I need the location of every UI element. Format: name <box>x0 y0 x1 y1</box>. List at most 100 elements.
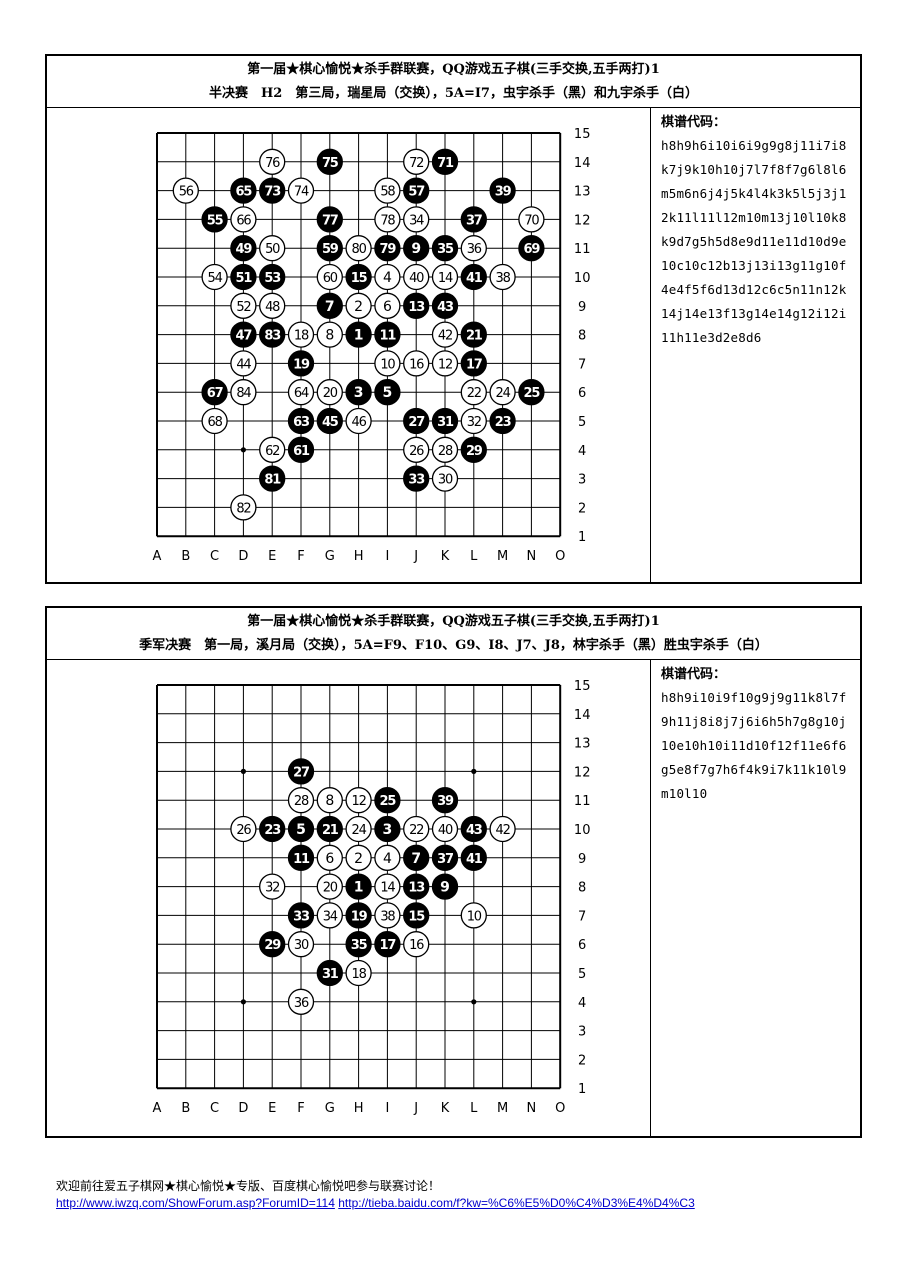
move-number: 21 <box>322 823 339 838</box>
stone-disc <box>374 263 401 291</box>
move-number: 57 <box>408 185 425 200</box>
column-label: L <box>470 549 478 564</box>
row-label: 13 <box>574 185 591 200</box>
move-number: 58 <box>380 185 395 200</box>
move-number: 18 <box>294 329 309 344</box>
stone-disc <box>403 873 430 900</box>
row-label: 11 <box>574 794 591 809</box>
move-number: 8 <box>325 793 334 809</box>
stone-disc <box>316 787 343 814</box>
stone-disc <box>403 902 430 929</box>
black-stone: 29 <box>460 436 487 463</box>
move-number: 38 <box>380 909 395 924</box>
stone-disc <box>345 787 372 814</box>
stone-disc <box>230 292 257 319</box>
move-number: 44 <box>236 357 251 372</box>
move-number: 66 <box>236 213 251 228</box>
stone-disc <box>403 407 430 435</box>
row-label: 6 <box>578 386 586 401</box>
black-stone: 83 <box>259 321 286 348</box>
stone-disc <box>345 235 372 262</box>
move-number: 24 <box>496 386 511 401</box>
move-number: 32 <box>467 415 481 430</box>
column-label: K <box>441 1101 450 1116</box>
move-number: 79 <box>380 242 397 257</box>
stone-disc <box>316 902 343 929</box>
stone-disc <box>287 350 315 377</box>
move-number: 47 <box>236 329 253 344</box>
move-number: 72 <box>409 156 423 171</box>
move-number: 19 <box>351 909 368 924</box>
move-number: 76 <box>265 156 280 171</box>
white-stone: 54 <box>201 263 228 291</box>
record-code-line: m5m6n6j4j5k4l4k3k5l5j3j1 <box>661 186 847 201</box>
white-stone: 12 <box>345 787 372 814</box>
black-stone: 69 <box>518 235 545 262</box>
stone-disc <box>345 902 372 929</box>
stone-disc <box>431 436 459 463</box>
column-label: M <box>497 1101 508 1116</box>
stone-disc <box>287 177 315 204</box>
row-label: 9 <box>578 852 586 867</box>
stone-disc <box>374 931 401 958</box>
move-number: 14 <box>438 271 453 286</box>
column-label: D <box>238 1101 248 1116</box>
star-point <box>240 447 246 453</box>
stone-disc <box>201 206 228 233</box>
record-code-line: 9h11j8i8j7j6i6h5h7g8g10j <box>661 714 847 729</box>
move-number: 26 <box>409 444 424 459</box>
column-label: B <box>181 549 190 564</box>
move-number: 35 <box>351 938 368 953</box>
board-panel: A B C D E F G H I J K L M N O 15 14 13 12 11 10 9 8 7 6 5 4 3 2 1 1 2 3 4… <box>47 108 651 582</box>
row-label: 1 <box>578 1082 586 1097</box>
move-number: 6 <box>383 299 392 315</box>
white-stone: 38 <box>374 902 401 929</box>
move-number: 56 <box>179 185 194 200</box>
stone-disc <box>460 350 487 377</box>
stone-disc <box>403 931 430 958</box>
move-number: 5 <box>383 385 393 401</box>
stone-disc <box>431 815 459 843</box>
black-stone: 37 <box>431 844 459 871</box>
move-number: 13 <box>408 300 425 315</box>
stone-disc <box>460 407 487 435</box>
move-number: 36 <box>467 242 482 257</box>
move-number: 3 <box>354 385 364 401</box>
row-label: 10 <box>574 823 591 838</box>
move-number: 22 <box>467 386 481 401</box>
column-label: M <box>497 549 508 564</box>
stone-disc <box>230 815 257 843</box>
tieba-link[interactable]: http://tieba.baidu.com/f?kw=%C6%E5%D0%C4… <box>338 1196 695 1210</box>
black-stone: 37 <box>460 206 487 233</box>
black-stone: 71 <box>431 148 459 175</box>
black-stone: 9 <box>431 873 459 900</box>
move-number: 63 <box>293 415 310 430</box>
stone-disc <box>230 379 257 406</box>
stone-disc <box>460 902 487 929</box>
record-code-title: 棋谱代码： <box>661 667 727 682</box>
black-stone: 51 <box>230 263 257 291</box>
forum-link[interactable]: http://www.iwzq.com/ShowForum.asp?ForumI… <box>56 1196 335 1210</box>
move-number: 27 <box>293 765 310 780</box>
move-number: 2 <box>354 299 363 315</box>
stone-disc <box>230 263 257 291</box>
stone-disc <box>460 321 487 348</box>
row-label: 12 <box>574 213 591 228</box>
black-stone: 31 <box>316 959 343 987</box>
white-stone: 58 <box>374 177 401 204</box>
record-code-line: m10l10 <box>661 786 708 801</box>
row-label: 2 <box>578 1053 586 1068</box>
row-label: 14 <box>574 156 591 171</box>
move-number: 50 <box>265 242 280 257</box>
move-number: 46 <box>352 415 367 430</box>
row-label: 9 <box>578 300 586 315</box>
black-stone: 55 <box>201 206 228 233</box>
move-number: 11 <box>380 329 397 344</box>
stone-disc <box>230 321 257 348</box>
move-number: 39 <box>495 185 512 200</box>
white-stone: 38 <box>489 263 516 291</box>
move-number: 15 <box>408 909 425 924</box>
stone-disc <box>460 379 487 406</box>
white-stone: 68 <box>201 407 228 435</box>
black-stone: 53 <box>259 263 286 291</box>
